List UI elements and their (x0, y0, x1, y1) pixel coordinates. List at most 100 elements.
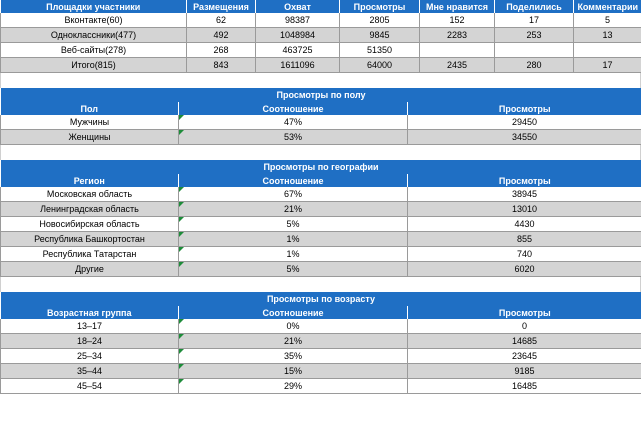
cell[interactable]: 740 (407, 246, 641, 262)
col-header: Мне нравится (419, 0, 495, 13)
cell[interactable]: 0 (407, 319, 641, 334)
cell[interactable]: 45–54 (0, 378, 179, 394)
cell[interactable]: 4430 (407, 216, 641, 232)
cell[interactable]: 21% (178, 333, 408, 349)
section-title-row: Просмотры по географии (0, 160, 641, 174)
cell[interactable]: 1% (178, 231, 408, 247)
cell[interactable]: 53% (178, 129, 408, 145)
gender-table: Просмотры по полу Пол Соотношение Просмо… (0, 88, 641, 145)
cell[interactable]: Другие (0, 261, 179, 277)
cell[interactable]: 0% (178, 319, 408, 334)
cell[interactable]: 23645 (407, 348, 641, 364)
cell[interactable]: 2805 (339, 13, 420, 28)
cell[interactable]: 16485 (407, 378, 641, 394)
cell[interactable]: Женщины (0, 129, 179, 145)
section-title-row: Просмотры по возрасту (0, 292, 641, 306)
table-row: Московская область 67% 38945 (0, 187, 641, 202)
cell[interactable]: 463725 (255, 42, 340, 58)
cell[interactable]: 38945 (407, 187, 641, 202)
cell[interactable]: 1% (178, 246, 408, 262)
col-header: Просмотры (407, 306, 641, 319)
col-header: Охват (255, 0, 340, 13)
cell[interactable]: Итого(815) (0, 57, 187, 73)
cell[interactable]: 98387 (255, 13, 340, 28)
cell[interactable]: Вконтакте(60) (0, 13, 187, 28)
age-table: Просмотры по возрасту Возрастная группа … (0, 292, 641, 394)
cell[interactable]: Одноклассники(477) (0, 27, 187, 43)
cell[interactable]: 29% (178, 378, 408, 394)
cell[interactable]: 1048984 (255, 27, 340, 43)
cell[interactable]: 17 (494, 13, 574, 28)
cell[interactable]: 2435 (419, 57, 495, 73)
cell[interactable]: 152 (419, 13, 495, 28)
col-header: Просмотры (339, 0, 420, 13)
spacer-row (0, 145, 641, 160)
cell[interactable]: 25–34 (0, 348, 179, 364)
cell[interactable]: 5 (573, 13, 641, 28)
cell[interactable]: 9845 (339, 27, 420, 43)
table-row: 35–44 15% 9185 (0, 363, 641, 379)
cell[interactable]: 1611096 (255, 57, 340, 73)
col-header: Площадки участники (0, 0, 187, 13)
cell[interactable]: 5% (178, 261, 408, 277)
col-header: Просмотры (407, 102, 641, 115)
cell[interactable]: 67% (178, 187, 408, 202)
platforms-table: Площадки участники Размещения Охват Прос… (0, 0, 641, 73)
cell[interactable]: 13010 (407, 201, 641, 217)
cell[interactable] (419, 42, 495, 58)
geo-table: Просмотры по географии Регион Соотношени… (0, 160, 641, 277)
cell[interactable] (494, 42, 574, 58)
cell[interactable]: 13 (573, 27, 641, 43)
cell[interactable]: Веб-сайты(278) (0, 42, 187, 58)
cell[interactable]: 843 (186, 57, 256, 73)
table-row: Ленинградская область 21% 13010 (0, 201, 641, 217)
total-row: Итого(815) 843 1611096 64000 2435 280 17 (0, 57, 641, 73)
cell[interactable]: 253 (494, 27, 574, 43)
cell[interactable]: Московская область (0, 187, 179, 202)
cell[interactable]: 47% (178, 115, 408, 130)
geo-header-row: Регион Соотношение Просмотры (0, 174, 641, 187)
cell[interactable]: Новосибирская область (0, 216, 179, 232)
cell[interactable]: 280 (494, 57, 574, 73)
cell[interactable]: 18–24 (0, 333, 179, 349)
section-title-row: Просмотры по полу (0, 88, 641, 102)
table-row: 13–17 0% 0 (0, 319, 641, 334)
cell[interactable] (573, 42, 641, 58)
cell[interactable]: 2283 (419, 27, 495, 43)
cell[interactable]: 64000 (339, 57, 420, 73)
section-title: Просмотры по полу (0, 88, 641, 102)
cell[interactable]: 6020 (407, 261, 641, 277)
cell[interactable]: 21% (178, 201, 408, 217)
table-row: Вконтакте(60) 62 98387 2805 152 17 5 (0, 13, 641, 28)
table-row: Мужчины 47% 29450 (0, 115, 641, 130)
table-row: 18–24 21% 14685 (0, 333, 641, 349)
age-header-row: Возрастная группа Соотношение Просмотры (0, 306, 641, 319)
cell[interactable]: Республика Татарстан (0, 246, 179, 262)
col-header: Комментарии (573, 0, 641, 13)
cell[interactable]: 29450 (407, 115, 641, 130)
cell[interactable]: 13–17 (0, 319, 179, 334)
col-header: Соотношение (178, 174, 408, 187)
cell[interactable]: Республика Башкортостан (0, 231, 179, 247)
col-header: Соотношение (178, 102, 408, 115)
cell[interactable]: 34550 (407, 129, 641, 145)
cell[interactable]: 855 (407, 231, 641, 247)
cell[interactable]: 492 (186, 27, 256, 43)
spacer-row (0, 73, 641, 88)
cell[interactable]: Ленинградская область (0, 201, 179, 217)
cell[interactable]: 14685 (407, 333, 641, 349)
cell[interactable]: 51350 (339, 42, 420, 58)
col-header: Соотношение (178, 306, 408, 319)
cell[interactable]: 5% (178, 216, 408, 232)
cell[interactable]: 62 (186, 13, 256, 28)
col-header: Поделились (494, 0, 574, 13)
cell[interactable]: 9185 (407, 363, 641, 379)
table-row: Одноклассники(477) 492 1048984 9845 2283… (0, 27, 641, 43)
cell[interactable]: 268 (186, 42, 256, 58)
cell[interactable]: 15% (178, 363, 408, 379)
cell[interactable]: 35–44 (0, 363, 179, 379)
cell[interactable]: 35% (178, 348, 408, 364)
cell[interactable]: Мужчины (0, 115, 179, 130)
cell[interactable]: 17 (573, 57, 641, 73)
col-header: Пол (0, 102, 179, 115)
